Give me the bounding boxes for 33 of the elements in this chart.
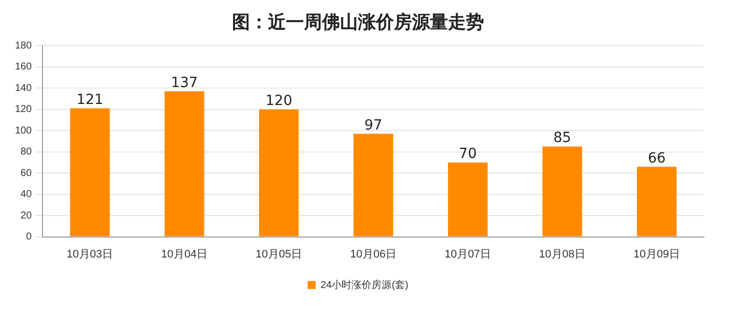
chart-title: 图：近一周佛山涨价房源量走势 — [232, 12, 484, 32]
y-tick-label: 100 — [14, 125, 32, 136]
y-tick-label: 20 — [20, 210, 32, 222]
y-tick-label: 140 — [14, 82, 32, 94]
data-label: 137 — [171, 74, 198, 91]
data-label: 70 — [458, 146, 477, 162]
data-label: 121 — [76, 92, 104, 108]
data-label: 85 — [553, 130, 572, 146]
x-tick-label: 10月05日 — [256, 248, 302, 260]
bar — [70, 108, 110, 236]
x-tick-label: 10月07日 — [444, 248, 492, 260]
y-tick-label: 120 — [14, 104, 32, 116]
legend-label: 24小时涨价房源(套) — [320, 278, 408, 291]
x-tick-label: 10月03日 — [66, 248, 114, 260]
y-tick-label: 160 — [14, 62, 32, 73]
y-tick-label: 0 — [26, 232, 32, 243]
bar — [259, 109, 299, 236]
data-label: 66 — [648, 150, 666, 166]
bar — [164, 91, 204, 236]
x-tick-label: 10月04日 — [161, 248, 208, 260]
x-tick-label: 10月06日 — [350, 248, 397, 260]
y-tick-label: 60 — [20, 168, 32, 179]
y-tick-label: 40 — [20, 189, 32, 200]
bar — [448, 162, 488, 236]
bar — [542, 146, 582, 236]
bar — [354, 134, 394, 236]
y-tick-label: 80 — [20, 146, 32, 158]
x-tick-label: 10月09日 — [634, 248, 680, 260]
y-tick-label: 180 — [14, 40, 32, 52]
bar — [636, 166, 677, 236]
x-tick-label: 10月08日 — [539, 248, 586, 260]
data-label: 120 — [266, 92, 292, 109]
data-label: 97 — [364, 117, 382, 134]
